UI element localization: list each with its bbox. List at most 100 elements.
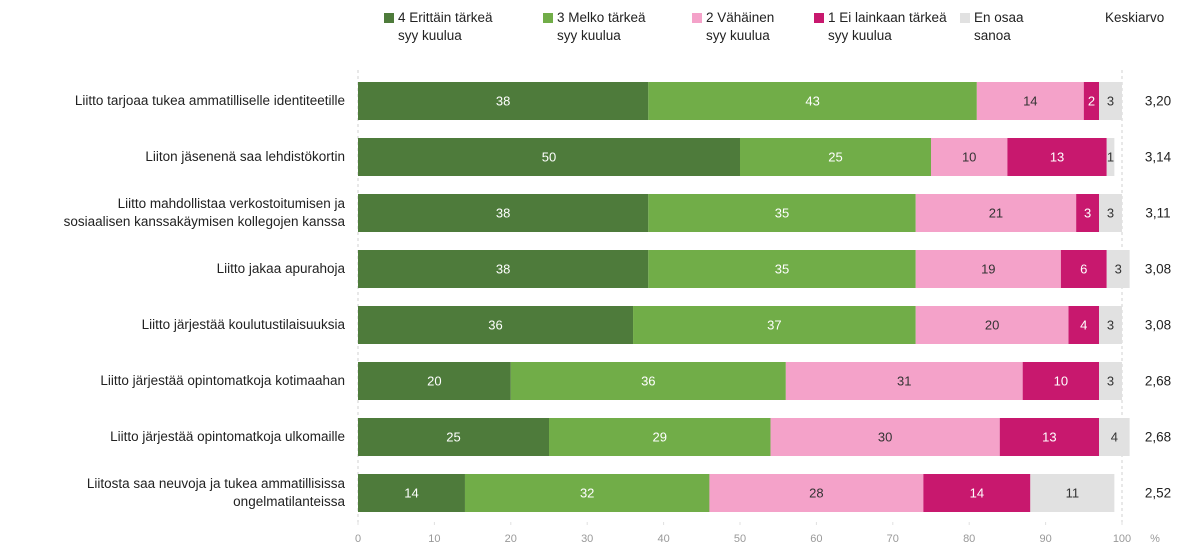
- bar-segment: [770, 418, 1000, 456]
- legend-swatch: [692, 13, 702, 23]
- value-label: 50: [542, 149, 556, 164]
- value-label: 35: [775, 205, 789, 220]
- category-label: Liitto järjestää opintomatkoja ulkomaill…: [110, 429, 345, 444]
- value-label: 30: [878, 429, 892, 444]
- x-tick-label: 60: [810, 533, 822, 545]
- bar-segment: [1060, 250, 1107, 288]
- mean-value: 2,68: [1145, 430, 1171, 445]
- legend-label: 3 Melko tärkeä syy kuulua: [557, 10, 646, 43]
- value-label: 28: [809, 485, 823, 500]
- value-label: 14: [404, 485, 418, 500]
- legend-label: 2 Vähäinen syy kuulua: [706, 10, 775, 43]
- bar-segment: [1076, 194, 1100, 232]
- mean-value: 2,52: [1145, 486, 1171, 501]
- value-label: 20: [985, 317, 999, 332]
- legend-label: 4 Erittäin tärkeä syy kuulua: [398, 10, 493, 43]
- bar-segment: [510, 362, 786, 400]
- x-tick-label: 100: [1113, 533, 1131, 545]
- x-tick-label: 90: [1039, 533, 1051, 545]
- x-tick-label: 50: [734, 533, 746, 545]
- value-label: 37: [767, 317, 781, 332]
- legend-swatch: [543, 13, 553, 23]
- mean-value: 3,08: [1145, 318, 1171, 333]
- value-label: 4: [1080, 317, 1087, 332]
- bar-segment: [1099, 306, 1122, 344]
- legend-swatch: [384, 13, 394, 23]
- bar-segment: [709, 474, 924, 512]
- value-label: 10: [1054, 373, 1068, 388]
- bar-segment: [1106, 250, 1130, 288]
- mean-header: Keskiarvo: [1105, 10, 1165, 25]
- bar-segment: [1007, 138, 1107, 176]
- x-tick-label: 30: [581, 533, 593, 545]
- bar-segment: [648, 194, 916, 232]
- value-label: 13: [1042, 429, 1056, 444]
- x-unit: %: [1150, 533, 1160, 545]
- bar-segment: [1099, 362, 1122, 400]
- bar-segment: [1106, 138, 1115, 176]
- value-label: 25: [446, 429, 460, 444]
- mean-value: 2,68: [1145, 374, 1171, 389]
- bar-segment: [358, 138, 740, 176]
- x-tick-label: 20: [505, 533, 517, 545]
- x-tick-label: 40: [657, 533, 669, 545]
- value-label: 38: [496, 205, 510, 220]
- value-label: 36: [488, 317, 502, 332]
- bar-segment: [785, 362, 1023, 400]
- x-tick-label: 80: [963, 533, 975, 545]
- value-label: 32: [580, 485, 594, 500]
- bar-segment: [1099, 418, 1130, 456]
- value-label: 38: [496, 261, 510, 276]
- bar-segment: [358, 82, 649, 120]
- bar-segment: [358, 194, 649, 232]
- bar-segment: [1030, 474, 1115, 512]
- value-label: 35: [775, 261, 789, 276]
- bar-segment: [1083, 82, 1100, 120]
- bar-segment: [1022, 362, 1100, 400]
- value-label: 3: [1084, 205, 1091, 220]
- value-label: 20: [427, 373, 441, 388]
- bar-segment: [1068, 306, 1100, 344]
- bar-segment: [549, 418, 771, 456]
- value-label: 3: [1115, 261, 1122, 276]
- value-label: 1: [1107, 149, 1114, 164]
- bar-segment: [633, 306, 916, 344]
- category-label: Liitto järjestää opintomatkoja kotimaaha…: [100, 373, 345, 388]
- value-label: 3: [1107, 93, 1114, 108]
- bar-segment: [358, 362, 511, 400]
- value-label: 31: [897, 373, 911, 388]
- bar-segment: [740, 138, 931, 176]
- bar-segment: [1099, 82, 1122, 120]
- category-label: Liitosta saa neuvoja ja tukea ammatillis…: [86, 476, 345, 509]
- value-label: 14: [1023, 93, 1037, 108]
- x-tick-label: 0: [355, 533, 361, 545]
- mean-value: 3,14: [1145, 150, 1172, 165]
- value-label: 21: [989, 205, 1003, 220]
- value-label: 13: [1050, 149, 1064, 164]
- category-label: Liitto mahdollistaa verkostoitumisen ja …: [63, 196, 345, 229]
- value-label: 10: [962, 149, 976, 164]
- x-tick-label: 10: [428, 533, 440, 545]
- mean-value: 3,08: [1145, 262, 1171, 277]
- value-label: 38: [496, 93, 510, 108]
- value-label: 3: [1107, 373, 1114, 388]
- bar-segment: [648, 250, 916, 288]
- bar-segment: [976, 82, 1084, 120]
- bar-segment: [915, 306, 1069, 344]
- value-label: 6: [1080, 261, 1087, 276]
- value-label: 36: [641, 373, 655, 388]
- legend-label: 1 Ei lainkaan tärkeä syy kuulua: [828, 10, 947, 43]
- bar-segment: [648, 82, 977, 120]
- value-label: 25: [828, 149, 842, 164]
- value-label: 3: [1107, 317, 1114, 332]
- bar-segment: [923, 474, 1031, 512]
- bar-segment: [999, 418, 1100, 456]
- value-label: 43: [805, 93, 819, 108]
- mean-value: 3,11: [1145, 206, 1170, 221]
- category-label: Liitto järjestää koulutustilaisuuksia: [141, 317, 345, 332]
- category-label: Liitto jakaa apurahoja: [216, 261, 345, 276]
- value-label: 2: [1088, 93, 1095, 108]
- legend-swatch: [814, 13, 824, 23]
